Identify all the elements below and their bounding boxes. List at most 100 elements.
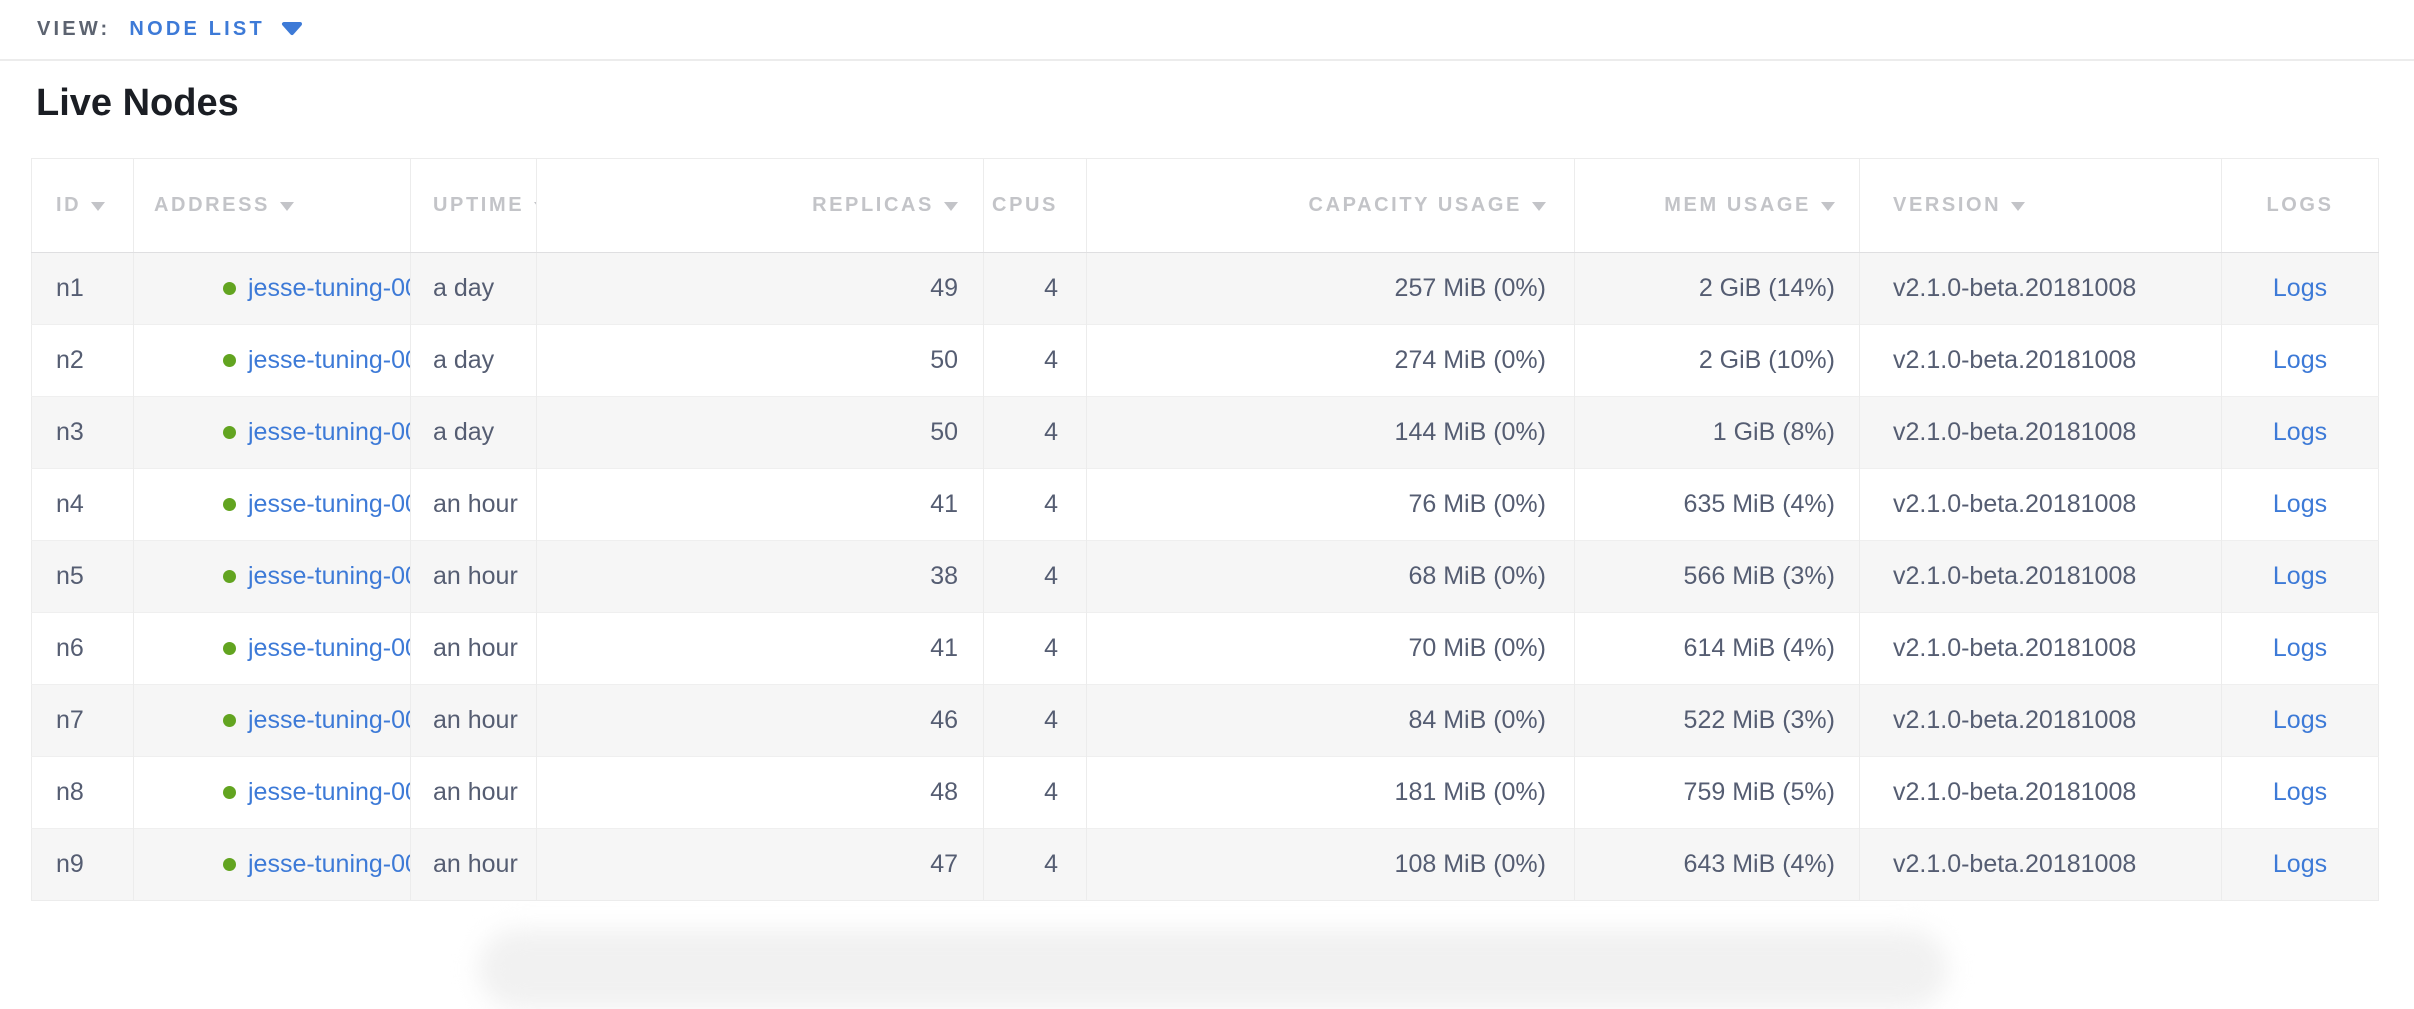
cell-mem: 635 MiB (4%) <box>1574 468 1860 541</box>
cell-uptime: a day <box>410 324 537 397</box>
column-header-id[interactable]: ID <box>31 158 134 253</box>
logs-link[interactable]: Logs <box>2272 346 2328 374</box>
node-status-icon <box>223 282 236 295</box>
cell-logs: Logs <box>2221 612 2379 685</box>
node-status-icon <box>223 570 236 583</box>
header-row: ID ADDRESS UPTIME REPLICAS CPUS CAPACITY… <box>31 158 2379 253</box>
cell-uptime: an hour <box>410 828 537 901</box>
column-header-address[interactable]: ADDRESS <box>133 158 411 253</box>
cell-mem: 2 GiB (10%) <box>1574 324 1860 397</box>
cell-uptime: a day <box>410 252 537 325</box>
node-address-link[interactable]: jesse-tuning-0006:26257 <box>248 634 411 662</box>
logs-link[interactable]: Logs <box>2272 634 2328 662</box>
cell-version: v2.1.0-beta.20181008 <box>1859 252 2222 325</box>
node-address-link[interactable]: jesse-tuning-0005:26257 <box>248 490 411 518</box>
cell-version: v2.1.0-beta.20181008 <box>1859 828 2222 901</box>
cell-id: n8 <box>31 756 134 829</box>
cell-id: n4 <box>31 468 134 541</box>
cell-capacity: 144 MiB (0%) <box>1086 396 1575 469</box>
cell-address: jesse-tuning-0001:26257 <box>133 252 411 325</box>
cell-capacity: 274 MiB (0%) <box>1086 324 1575 397</box>
cell-id: n6 <box>31 612 134 685</box>
node-address-link[interactable]: jesse-tuning-0003:26257 <box>248 418 411 446</box>
logs-link[interactable]: Logs <box>2272 562 2328 590</box>
cell-mem: 614 MiB (4%) <box>1574 612 1860 685</box>
cell-capacity: 181 MiB (0%) <box>1086 756 1575 829</box>
cell-cpus: 4 <box>983 540 1087 613</box>
node-address-link[interactable]: jesse-tuning-0007:26257 <box>248 562 411 590</box>
logs-link[interactable]: Logs <box>2272 418 2328 446</box>
node-status-icon <box>223 426 236 439</box>
cell-replicas: 46 <box>536 684 984 757</box>
column-header-cpus: CPUS <box>983 158 1087 253</box>
node-address-link[interactable]: jesse-tuning-0002:26257 <box>248 346 411 374</box>
cell-id: n5 <box>31 540 134 613</box>
cell-cpus: 4 <box>983 252 1087 325</box>
column-header-logs: LOGS <box>2221 158 2379 253</box>
node-status-icon <box>223 858 236 871</box>
logs-link[interactable]: Logs <box>2272 850 2328 878</box>
cell-cpus: 4 <box>983 396 1087 469</box>
cell-replicas: 49 <box>536 252 984 325</box>
cell-uptime: an hour <box>410 540 537 613</box>
cell-uptime: an hour <box>410 612 537 685</box>
cell-replicas: 50 <box>536 396 984 469</box>
node-address-link[interactable]: jesse-tuning-0010:26257 <box>248 778 411 806</box>
cell-address: jesse-tuning-0007:26257 <box>133 540 411 613</box>
cell-address: jesse-tuning-0003:26257 <box>133 396 411 469</box>
cell-capacity: 70 MiB (0%) <box>1086 612 1575 685</box>
logs-link[interactable]: Logs <box>2272 490 2328 518</box>
cell-version: v2.1.0-beta.20181008 <box>1859 756 2222 829</box>
cell-replicas: 41 <box>536 612 984 685</box>
cell-capacity: 108 MiB (0%) <box>1086 828 1575 901</box>
cell-mem: 2 GiB (14%) <box>1574 252 1860 325</box>
cell-address: jesse-tuning-0009:26257 <box>133 684 411 757</box>
cell-logs: Logs <box>2221 756 2379 829</box>
cell-logs: Logs <box>2221 468 2379 541</box>
cell-logs: Logs <box>2221 684 2379 757</box>
cell-id: n3 <box>31 396 134 469</box>
cell-logs: Logs <box>2221 252 2379 325</box>
view-mode-dropdown[interactable]: NODE LIST <box>129 18 302 41</box>
sort-arrow-icon <box>944 202 958 211</box>
cell-address: jesse-tuning-0002:26257 <box>133 324 411 397</box>
node-status-icon <box>223 498 236 511</box>
node-address-link[interactable]: jesse-tuning-0009:26257 <box>248 706 411 734</box>
cell-id: n7 <box>31 684 134 757</box>
node-address-link[interactable]: jesse-tuning-0001:26257 <box>248 274 411 302</box>
cell-address: jesse-tuning-0005:26257 <box>133 468 411 541</box>
view-label: VIEW: <box>37 18 111 40</box>
sort-arrow-icon <box>280 202 294 211</box>
cell-logs: Logs <box>2221 828 2379 901</box>
column-header-uptime[interactable]: UPTIME <box>410 158 537 253</box>
cell-cpus: 4 <box>983 684 1087 757</box>
column-header-replicas[interactable]: REPLICAS <box>536 158 984 253</box>
column-header-version[interactable]: VERSION <box>1859 158 2222 253</box>
cell-mem: 522 MiB (3%) <box>1574 684 1860 757</box>
logs-link[interactable]: Logs <box>2272 706 2328 734</box>
logs-link[interactable]: Logs <box>2272 274 2328 302</box>
logs-link[interactable]: Logs <box>2272 778 2328 806</box>
cell-version: v2.1.0-beta.20181008 <box>1859 324 2222 397</box>
cell-version: v2.1.0-beta.20181008 <box>1859 612 2222 685</box>
column-header-capacity-usage[interactable]: CAPACITY USAGE <box>1086 158 1575 253</box>
cell-cpus: 4 <box>983 828 1087 901</box>
node-address-link[interactable]: jesse-tuning-0011:26257 <box>248 850 411 878</box>
column-header-mem-usage[interactable]: MEM USAGE <box>1574 158 1860 253</box>
cell-mem: 1 GiB (8%) <box>1574 396 1860 469</box>
cell-uptime: an hour <box>410 684 537 757</box>
cell-replicas: 50 <box>536 324 984 397</box>
cell-logs: Logs <box>2221 396 2379 469</box>
sort-arrow-icon <box>1821 202 1835 211</box>
page-title: Live Nodes <box>36 82 239 124</box>
cell-cpus: 4 <box>983 468 1087 541</box>
cell-uptime: a day <box>410 396 537 469</box>
live-nodes-table: ID ADDRESS UPTIME REPLICAS CPUS CAPACITY… <box>31 158 2379 901</box>
cell-capacity: 68 MiB (0%) <box>1086 540 1575 613</box>
